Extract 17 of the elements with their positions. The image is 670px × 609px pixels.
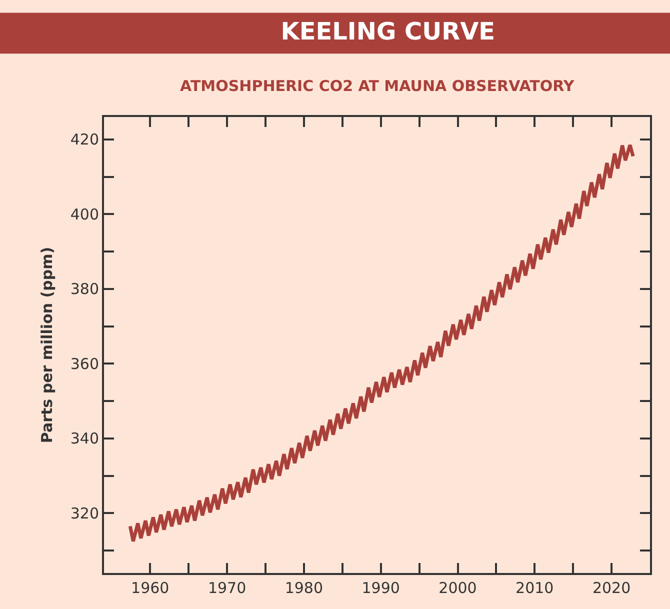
x-tick-label: 1990 (362, 579, 400, 597)
y-axis-title: Parts per million (ppm) (38, 246, 56, 444)
x-tick-label: 1980 (284, 579, 324, 597)
y-tick-label: 320 (70, 504, 99, 522)
y-tick-label: 380 (70, 280, 99, 298)
line-series (128, 143, 635, 543)
chart-subtitle: ATMOSHPHERIC CO2 AT MAUNA OBSERVATORY (180, 77, 576, 95)
x-tick-label: 1960 (131, 579, 170, 597)
x-tick-label: 2000 (438, 579, 477, 597)
chart-title: KEELING CURVE (280, 17, 496, 46)
y-tick-label: 400 (70, 205, 99, 224)
y-tick-label: 420 (70, 130, 99, 149)
x-tick-label: 1970 (208, 579, 246, 597)
x-tick-label: 2010 (516, 579, 554, 597)
y-tick-label: 340 (70, 430, 99, 448)
x-tick-label: 2020 (592, 579, 631, 597)
y-tick-label: 360 (70, 354, 99, 373)
